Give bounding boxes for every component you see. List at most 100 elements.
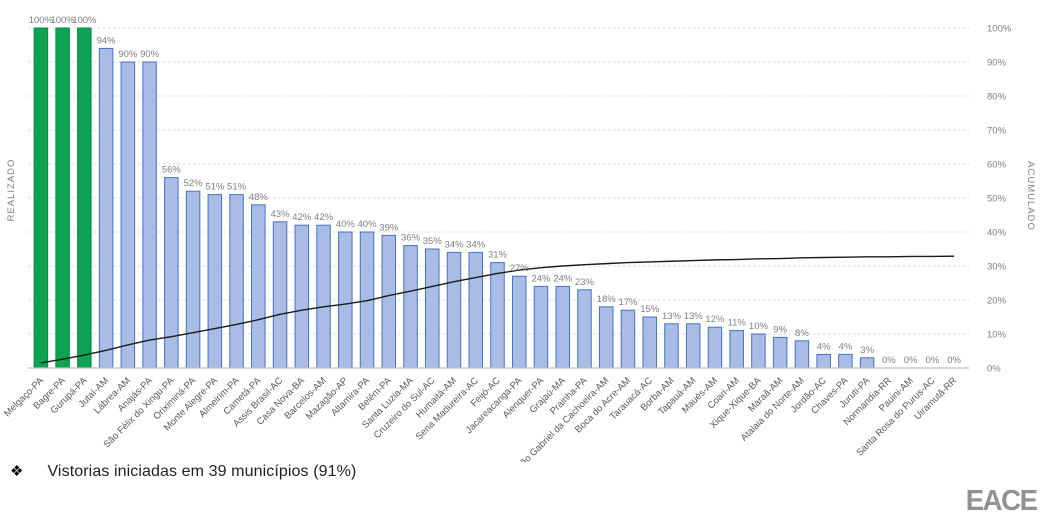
right-axis-tick: 60%: [987, 160, 1007, 171]
value-label: 9%: [773, 324, 787, 335]
value-label: 11%: [728, 318, 747, 329]
value-label: 24%: [553, 273, 573, 284]
value-label: 12%: [705, 314, 725, 325]
eace-logo: EACE: [966, 485, 1038, 517]
value-label: 100%: [50, 15, 75, 26]
bar-Prainha-PA: [577, 289, 592, 369]
value-label: 35%: [423, 236, 443, 247]
value-label: 34%: [445, 239, 465, 250]
right-axis-ticks: 0% 10% 20% 30% 40% 50% 60% 70% 80% 90% 100%: [987, 24, 1012, 375]
value-label: 40%: [336, 219, 356, 230]
bar-Chaves-PA: [838, 353, 853, 369]
value-label: 0%: [904, 355, 918, 366]
right-axis-tick: 100%: [987, 24, 1012, 35]
bar-Bagre-PA: [55, 27, 70, 369]
bar-Monte Alegre-PA: [207, 194, 223, 369]
value-label: 10%: [749, 321, 769, 332]
bar-Cruzeiro do Sul-AC: [425, 248, 440, 369]
bar-Borba-AM: [664, 323, 679, 369]
bar-Atalaia do Norte-AM: [794, 340, 810, 369]
bar-Boca do Acre-AM: [620, 309, 636, 369]
bar-Barcelos-AM: [316, 224, 331, 369]
value-label: 31%: [488, 250, 508, 261]
bar-Maués-AM: [707, 326, 723, 369]
right-axis-tick: 30%: [987, 262, 1007, 273]
value-label: 100%: [29, 15, 54, 26]
category-labels: Melgaço-PABagre-PAGurupá-PAJutaí-AMLábre…: [2, 375, 959, 473]
right-axis-tick: 90%: [987, 58, 1007, 69]
value-label: 42%: [314, 212, 334, 223]
value-label: 27%: [510, 263, 530, 274]
bar-Grajaú-MA: [555, 285, 570, 369]
bar-Santa Luzia-MA: [403, 245, 418, 369]
bar-Assis Brasil-AC: [272, 221, 288, 369]
bar-Sena Madureira-AC: [468, 251, 484, 369]
value-label: 40%: [358, 219, 378, 230]
value-label: 4%: [839, 341, 853, 352]
bar-São Félix do Xingu-PA: [164, 177, 179, 369]
value-label: 48%: [249, 192, 269, 203]
value-label: 4%: [817, 341, 831, 352]
bar-Maraã-AM: [772, 336, 788, 369]
bar-Jordão-AC: [816, 353, 831, 369]
right-axis-tick: 10%: [987, 330, 1007, 341]
bar-Lábrea-AM: [120, 61, 136, 369]
value-label: 0%: [926, 355, 940, 366]
value-label: 43%: [271, 209, 291, 220]
right-axis-tick: 50%: [987, 194, 1007, 205]
bar-Belém-PA: [381, 234, 397, 369]
bar-Feijó-AC: [490, 262, 505, 369]
value-label: 94%: [97, 35, 117, 46]
bar-Coari-AM: [729, 330, 744, 369]
bar-Almeirim-PA: [229, 194, 244, 369]
value-labels: 100%100%100%94%90% 90%56%52% 51% 51%48%43% 4…: [29, 15, 962, 366]
left-axis-title: REALIZADO: [6, 159, 17, 222]
value-label: 39%: [379, 222, 399, 233]
value-label: 51%: [205, 182, 225, 193]
bar-São Gabriel da Cachoeira-AM: [598, 306, 614, 369]
bar-Melgaço-PA: [33, 27, 49, 369]
right-axis-tick: 40%: [987, 228, 1007, 239]
value-label: 36%: [401, 233, 421, 244]
bar-Juruti-PA: [859, 357, 875, 369]
bar-Tarauacá-AC: [642, 316, 657, 369]
bar-Alenquer-PA: [533, 285, 549, 369]
value-label: 56%: [162, 165, 182, 176]
bar-Casa Nova-BA: [294, 224, 310, 369]
value-label: 24%: [531, 273, 551, 284]
value-label: 8%: [795, 328, 809, 339]
vistorias-pareto-chart: 100% 100% 100% 94% 90% 90% 56% 52% 51% 51% 48% 43% 4…: [2, 15, 1036, 473]
bar-Xique-Xique-BA: [751, 333, 766, 369]
diamond-bullet-icon: ❖: [10, 463, 24, 480]
value-label: 100%: [72, 15, 97, 26]
value-label: 90%: [140, 49, 160, 60]
value-label: 0%: [947, 355, 961, 366]
value-label: 34%: [466, 239, 486, 250]
value-label: 13%: [684, 311, 704, 322]
bar-Jacareacanga-PA: [511, 275, 527, 369]
value-label: 90%: [118, 49, 138, 60]
bar-Jutaí-AM: [98, 47, 114, 369]
value-label: 3%: [860, 345, 874, 356]
footer-note: ❖ Vistorias iniciadas em 39 municípios (…: [10, 462, 356, 481]
bar-Gurupá-PA: [77, 27, 92, 369]
value-label: 23%: [575, 277, 595, 288]
bar-Humaitá-AM: [446, 251, 462, 369]
cumulative-line: [40, 255, 955, 364]
right-axis-tick: 80%: [987, 92, 1007, 103]
value-label: 15%: [640, 304, 660, 315]
value-label: 13%: [662, 311, 682, 322]
value-label: 52%: [184, 178, 204, 189]
bar-Cametá-PA: [251, 204, 266, 369]
bar-Oriximiná-PA: [185, 190, 201, 369]
value-label: 17%: [618, 297, 638, 308]
bar-Tapauá-AM: [685, 323, 701, 369]
bar-Anajás-PA: [142, 61, 157, 369]
value-label: 51%: [227, 182, 247, 193]
right-axis-tick: 70%: [987, 126, 1007, 137]
chart-canvas: 100%100%100%94%90% 90%56%52% 51% 51%48%43% 4…: [2, 15, 1036, 473]
value-label: 0%: [882, 355, 896, 366]
right-axis-tick: 20%: [987, 296, 1007, 307]
footer-text: Vistorias iniciadas em 39 municípios (91…: [47, 463, 357, 480]
value-label: 18%: [597, 294, 617, 305]
